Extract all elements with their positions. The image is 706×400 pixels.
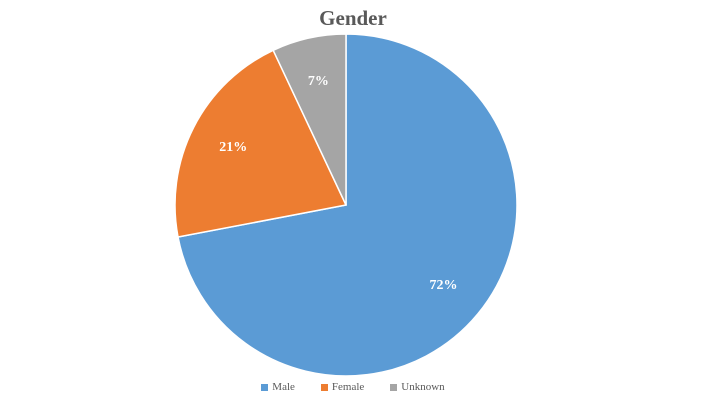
legend-swatch-female <box>320 383 328 391</box>
legend-item-unknown: Unknown <box>390 381 445 393</box>
data-label-male: 72% <box>430 278 458 293</box>
legend-label-unknown: Unknown <box>401 381 445 393</box>
chart-title: Gender <box>319 6 387 30</box>
legend-swatch-unknown <box>390 383 398 391</box>
legend-item-male: Male <box>261 381 295 393</box>
pie-slices <box>174 33 518 377</box>
legend-item-female: Female <box>320 381 365 393</box>
data-label-female: 21% <box>219 140 247 155</box>
data-label-unknown: 7% <box>308 74 329 89</box>
pie-slice-unknown <box>272 33 347 206</box>
chart-legend: Male Female Unknown <box>0 381 706 393</box>
pie-slice-female <box>174 49 348 238</box>
pie-data-labels: 72% 21% 7% <box>219 74 457 293</box>
legend-label-male: Male <box>272 381 295 393</box>
pie-slice-male <box>177 33 518 377</box>
legend-label-female: Female <box>331 381 365 393</box>
legend-swatch-male <box>261 383 269 391</box>
